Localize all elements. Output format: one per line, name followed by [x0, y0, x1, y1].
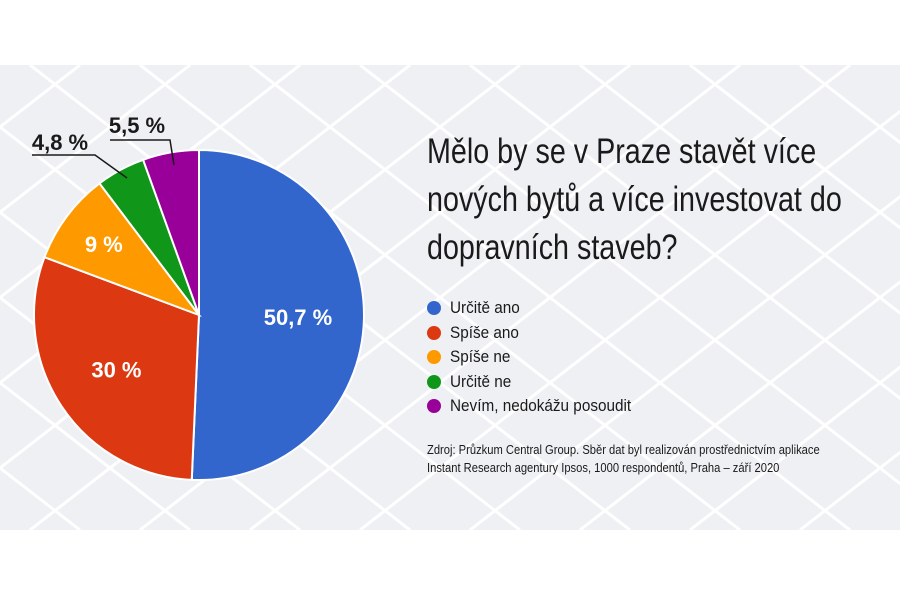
grid-line — [469, 194, 900, 530]
slice-label: 30 % — [91, 358, 141, 383]
legend-swatch — [427, 301, 441, 316]
legend-item: Spíše ano — [427, 321, 651, 346]
grid-line — [689, 365, 900, 530]
grid-line — [249, 65, 851, 530]
background-grid — [0, 65, 900, 530]
legend-swatch — [427, 374, 441, 389]
pie-slice — [190, 148, 365, 481]
legend-swatch — [427, 399, 441, 414]
grid-line — [0, 65, 191, 215]
slice-label: 9 % — [85, 232, 123, 257]
legend-item: Spíše ne — [427, 345, 651, 370]
grid-line — [0, 380, 191, 530]
leader-line — [110, 139, 175, 166]
legend: Určitě ano Spíše ano Spíše ne Určitě ne Neví… — [427, 296, 651, 419]
grid-line — [0, 65, 301, 300]
slice-label: 50,7 % — [264, 305, 333, 330]
pie-chart: 50,7 % 30 % 9 % 4,8 % 5,5 % — [32, 113, 365, 481]
pie-slice — [141, 148, 200, 316]
legend-swatch — [427, 325, 441, 340]
legend-item: Určitě ne — [427, 370, 651, 395]
legend-label: Určitě ano — [450, 298, 520, 318]
legend-swatch — [427, 350, 441, 365]
chart-title: Mělo by se v Praze stavět více nových by… — [427, 132, 842, 267]
legend-item: Určitě ano — [427, 296, 651, 321]
legend-item: Nevím, nedokážu posoudit — [427, 394, 651, 419]
leader-line — [32, 154, 128, 179]
legend-label: Spíše ne — [450, 347, 511, 367]
source-note: Zdroj: Průzkum Central Group. Sběr dat b… — [427, 442, 820, 475]
pie-slice — [43, 181, 202, 318]
legend-label: Nevím, nedokážu posoudit — [450, 396, 632, 416]
legend-label: Určitě ne — [450, 371, 512, 391]
grid-line — [359, 109, 900, 530]
slice-label: 5,5 % — [109, 113, 165, 138]
legend-label: Spíše ano — [450, 322, 519, 342]
pie-slice — [33, 255, 201, 481]
grid-line — [689, 65, 900, 230]
slice-label: 4,8 % — [32, 130, 88, 155]
grid-line — [579, 280, 900, 530]
